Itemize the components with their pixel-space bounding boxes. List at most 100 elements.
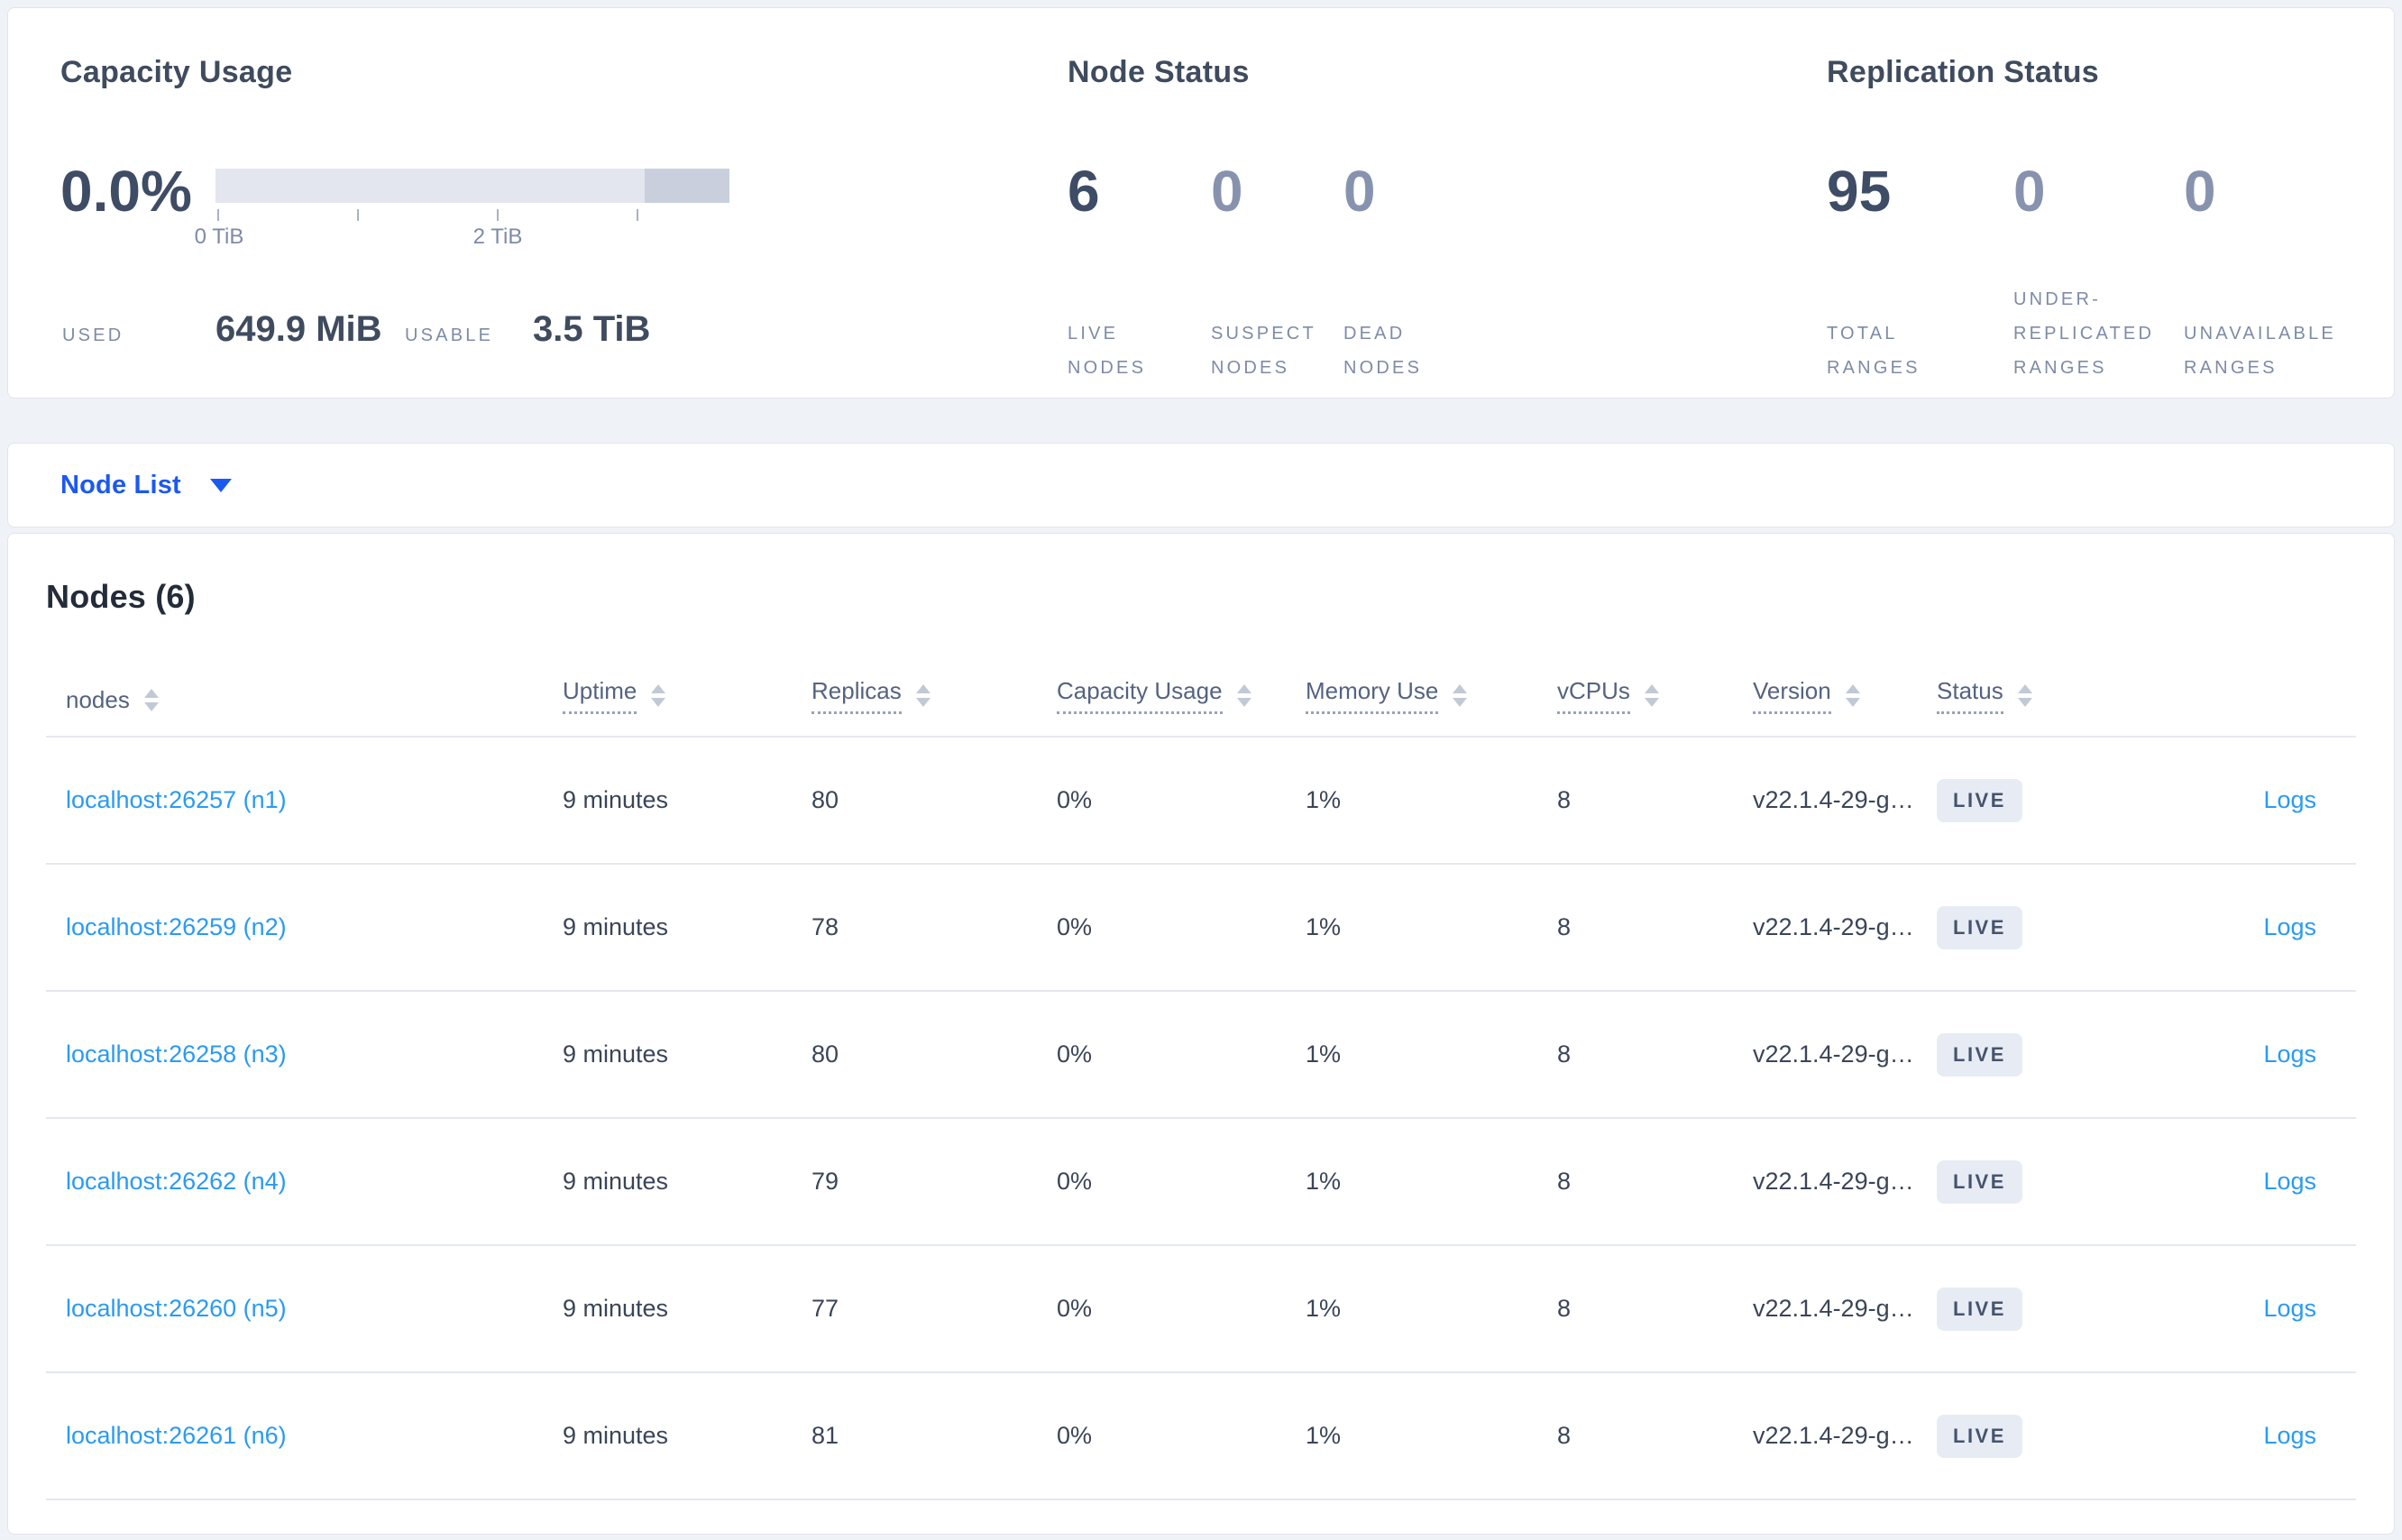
column-header-memory-use[interactable]: Memory Use (1306, 677, 1557, 736)
view-selector-dropdown[interactable]: Node List (60, 471, 232, 500)
replicas-cell: 80 (811, 786, 839, 813)
status-badge: LIVE (1937, 905, 2022, 949)
uptime-cell: 9 minutes (563, 1040, 669, 1068)
column-header-uptime[interactable]: Uptime (563, 677, 811, 736)
axis-tick-label: 2 TiB (472, 225, 523, 249)
column-header-logs (2147, 714, 2316, 736)
column-header-nodes[interactable]: nodes (66, 686, 563, 736)
memory-use-cell: 1% (1306, 913, 1342, 940)
version-cell: v22.1.4-29-g… (1753, 1295, 1914, 1322)
version-cell: v22.1.4-29-g… (1753, 1168, 1914, 1195)
under-replicated-ranges-count: 0 (2013, 159, 2046, 224)
capacity-used-percent: 0.0% (60, 159, 192, 224)
sort-icon[interactable] (143, 689, 159, 711)
capacity-usage-cell: 0% (1057, 786, 1093, 813)
nodes-table-header: nodes Uptime Replicas Capacity Usage Mem… (46, 658, 2356, 738)
capacity-bar-reserved-segment (645, 169, 729, 203)
uptime-cell: 9 minutes (563, 1168, 669, 1195)
node-link[interactable]: localhost:26260 (n5) (66, 1295, 287, 1322)
sort-icon[interactable] (651, 684, 666, 707)
dead-nodes-stat: 0 DEAD NODES (1343, 161, 1422, 385)
column-header-status[interactable]: Status (1937, 677, 2147, 736)
logs-link[interactable]: Logs (2263, 1168, 2316, 1195)
table-row: localhost:26258 (n3) 9 minutes 80 0% 1% … (46, 992, 2356, 1119)
vcpus-cell: 8 (1557, 1168, 1572, 1195)
live-nodes-count: 6 (1068, 159, 1100, 224)
replicas-cell: 81 (811, 1422, 839, 1449)
memory-use-cell: 1% (1306, 1040, 1342, 1068)
column-header-version[interactable]: Version (1753, 677, 1937, 736)
node-link[interactable]: localhost:26262 (n4) (66, 1168, 287, 1195)
axis-tick-label: 0 TiB (194, 225, 244, 249)
live-nodes-label: LIVE NODES (1068, 324, 1147, 378)
version-cell: v22.1.4-29-g… (1753, 786, 1914, 813)
sort-icon[interactable] (1236, 684, 1251, 707)
usable-value: 3.5 TiB (533, 309, 651, 349)
vcpus-cell: 8 (1557, 913, 1572, 940)
suspect-nodes-count: 0 (1211, 159, 1243, 224)
axis-tick (637, 209, 638, 221)
version-cell: v22.1.4-29-g… (1753, 1422, 1914, 1449)
suspect-nodes-stat: 0 SUSPECT NODES (1211, 161, 1343, 385)
used-value: 649.9 MiB (215, 309, 382, 349)
column-header-replicas[interactable]: Replicas (811, 677, 1057, 736)
dead-nodes-count: 0 (1343, 159, 1376, 224)
status-badge: LIVE (1937, 1160, 2022, 1204)
replication-status-panel: Replication Status 95 TOTAL RANGES 0 UND… (1827, 53, 2386, 385)
sort-icon[interactable] (1845, 684, 1860, 707)
logs-link[interactable]: Logs (2263, 1295, 2316, 1322)
node-link[interactable]: localhost:26261 (n6) (66, 1422, 287, 1449)
table-row: localhost:26261 (n6) 9 minutes 81 0% 1% … (46, 1373, 2356, 1500)
table-row: localhost:26259 (n2) 9 minutes 78 0% 1% … (46, 865, 2356, 992)
uptime-cell: 9 minutes (563, 786, 669, 813)
node-list-card: Nodes (6) nodes Uptime Replicas Capacity… (7, 533, 2395, 1535)
vcpus-cell: 8 (1557, 1295, 1572, 1322)
table-row: localhost:26260 (n5) 9 minutes 77 0% 1% … (46, 1246, 2356, 1373)
capacity-usage-cell: 0% (1057, 1422, 1093, 1449)
version-cell: v22.1.4-29-g… (1753, 1040, 1914, 1068)
capacity-axis-ticks (215, 209, 729, 222)
vcpus-cell: 8 (1557, 786, 1572, 813)
capacity-usage-cell: 0% (1057, 1295, 1093, 1322)
replicas-cell: 79 (811, 1168, 839, 1195)
memory-use-cell: 1% (1306, 1168, 1342, 1195)
node-status-title: Node Status (1068, 55, 1250, 89)
uptime-cell: 9 minutes (563, 913, 669, 940)
under-replicated-ranges-label: UNDER- REPLICATED RANGES (2013, 289, 2155, 378)
node-link[interactable]: localhost:26257 (n1) (66, 786, 287, 813)
nodes-table-title: Nodes (6) (46, 578, 196, 615)
version-cell: v22.1.4-29-g… (1753, 913, 1914, 940)
status-badge: LIVE (1937, 1287, 2022, 1331)
replicas-cell: 77 (811, 1295, 839, 1322)
column-header-vcpus[interactable]: vCPUs (1557, 677, 1753, 736)
unavailable-ranges-stat: 0 UNAVAILABLE RANGES (2184, 161, 2336, 385)
vcpus-cell: 8 (1557, 1422, 1572, 1449)
sort-icon[interactable] (915, 684, 931, 707)
logs-link[interactable]: Logs (2263, 1040, 2316, 1068)
view-selector-card: Node List (7, 443, 2395, 527)
capacity-usage-panel: Capacity Usage 0.0% 0 TiB 2 TiB (60, 53, 1007, 350)
dead-nodes-label: DEAD NODES (1343, 324, 1423, 378)
usable-label: USABLE (405, 325, 494, 345)
cluster-summary-card: Capacity Usage 0.0% 0 TiB 2 TiB (7, 7, 2395, 399)
node-link[interactable]: localhost:26258 (n3) (66, 1040, 287, 1068)
table-row: localhost:26257 (n1) 9 minutes 80 0% 1% … (46, 738, 2356, 865)
logs-link[interactable]: Logs (2263, 1422, 2316, 1449)
axis-tick (217, 209, 219, 221)
unavailable-ranges-label: UNAVAILABLE RANGES (2184, 324, 2336, 378)
sort-icon[interactable] (2017, 684, 2032, 707)
logs-link[interactable]: Logs (2263, 913, 2316, 940)
uptime-cell: 9 minutes (563, 1295, 669, 1322)
memory-use-cell: 1% (1306, 1422, 1342, 1449)
capacity-usage-cell: 0% (1057, 1040, 1093, 1068)
sort-icon[interactable] (1453, 684, 1468, 707)
node-link[interactable]: localhost:26259 (n2) (66, 913, 287, 940)
capacity-bar-chart: 0 TiB 2 TiB (195, 169, 729, 252)
total-ranges-label: TOTAL RANGES (1827, 324, 1921, 378)
sort-icon[interactable] (1644, 684, 1659, 707)
column-header-capacity-usage[interactable]: Capacity Usage (1057, 677, 1306, 736)
chevron-down-icon (209, 478, 232, 492)
axis-tick (357, 209, 359, 221)
node-status-panel: Node Status 6 LIVE NODES 0 SUSPECT NODES… (1068, 53, 1753, 385)
logs-link[interactable]: Logs (2263, 786, 2316, 813)
